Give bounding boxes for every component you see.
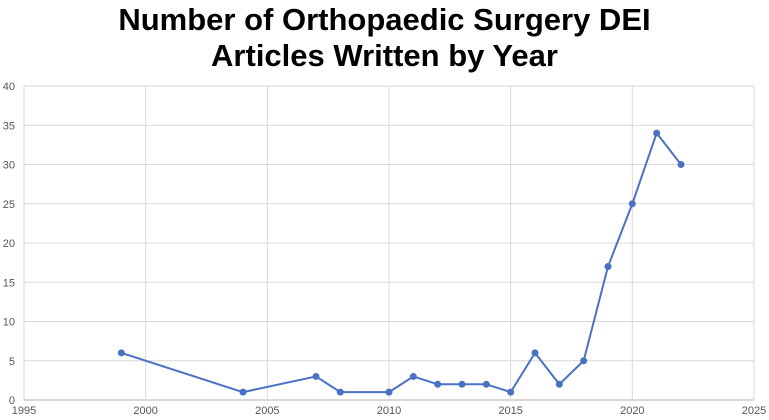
x-tick-label: 2005	[255, 405, 279, 417]
series-line	[121, 132, 682, 394]
data-point	[336, 388, 344, 396]
x-tick-label: 2000	[133, 405, 157, 417]
data-point	[409, 372, 417, 380]
data-point	[507, 388, 515, 396]
data-point	[385, 388, 393, 396]
data-point	[312, 372, 320, 380]
data-point	[239, 388, 247, 396]
y-tick-label: 15	[3, 277, 15, 289]
data-point	[604, 263, 612, 271]
x-tick-label: 1995	[12, 405, 36, 417]
y-tick-label: 40	[3, 81, 15, 93]
data-point	[628, 200, 636, 208]
data-point	[482, 380, 490, 388]
data-point	[458, 380, 466, 388]
data-point	[117, 349, 125, 357]
x-tick-label: 2015	[498, 405, 522, 417]
y-tick-label: 35	[3, 120, 15, 132]
y-tick-label: 25	[3, 199, 15, 211]
y-tick-label: 5	[9, 356, 15, 368]
chart-title: Number of Orthopaedic Surgery DEI Articl…	[0, 2, 769, 74]
x-tick-label: 2010	[377, 405, 401, 417]
y-tick-label: 20	[3, 238, 15, 250]
x-tick-label: 2020	[620, 405, 644, 417]
chart-title-line-2: Articles Written by Year	[211, 38, 558, 73]
data-point	[580, 357, 588, 365]
y-tick-label: 30	[3, 160, 15, 172]
data-point	[434, 380, 442, 388]
y-tick-label: 0	[9, 395, 15, 407]
data-point	[653, 129, 661, 137]
data-point	[531, 349, 539, 357]
data-point	[677, 161, 685, 168]
y-tick-label: 10	[3, 317, 15, 329]
chart-title-line-1: Number of Orthopaedic Surgery DEI	[118, 2, 651, 37]
x-tick-label: 2025	[742, 405, 766, 417]
data-point	[555, 380, 563, 388]
